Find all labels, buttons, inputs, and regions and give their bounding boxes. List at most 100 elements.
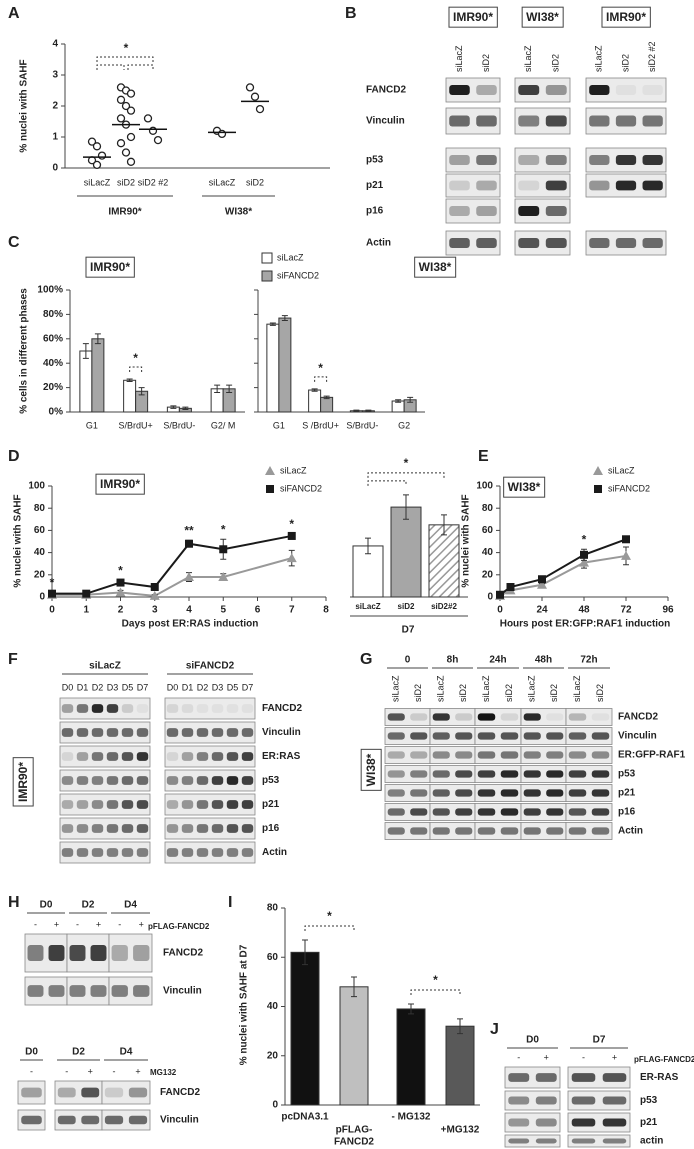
- x-tick-label: 4: [186, 605, 192, 616]
- blot-band: [181, 776, 194, 785]
- significance-bracket: [304, 925, 355, 932]
- lane-label: +: [54, 919, 59, 929]
- significance-bracket: [127, 64, 154, 70]
- blot-band: [615, 154, 637, 166]
- data-point: [255, 104, 265, 114]
- group-label: D4: [120, 1047, 133, 1058]
- blot-band: [166, 824, 179, 833]
- blot-band: [76, 704, 89, 713]
- data-point: [126, 132, 136, 142]
- blot-band: [136, 800, 149, 809]
- panel-letter: J: [490, 1021, 499, 1038]
- blot-band: [449, 154, 470, 166]
- blot-band: [136, 728, 149, 737]
- x-tick-label: siLacZ: [209, 177, 236, 187]
- blot-band: [91, 752, 104, 761]
- blot-band: [76, 776, 89, 785]
- group-label: D0: [25, 1047, 38, 1058]
- blot-band: [241, 824, 254, 833]
- blot-band: [500, 770, 519, 778]
- bar: [278, 317, 292, 413]
- blot-band: [602, 1138, 627, 1144]
- blot-strip: [59, 721, 151, 744]
- lane-label: D0: [62, 682, 74, 692]
- blot-band: [535, 1118, 557, 1127]
- blot-band: [500, 751, 519, 759]
- blot-band: [546, 732, 564, 740]
- blot-band: [196, 728, 209, 737]
- blot-band: [476, 237, 497, 249]
- blot-band: [455, 751, 473, 759]
- x-tick-label: siD2 #2: [138, 177, 169, 187]
- lane-label: siLacZ: [481, 675, 491, 702]
- panel-letter: D: [8, 448, 20, 465]
- blot-band: [642, 84, 663, 96]
- y-tick-label: 40%: [43, 358, 63, 369]
- data-point: [150, 583, 159, 592]
- blot-band: [226, 776, 239, 785]
- significance: *: [404, 456, 409, 470]
- blot-band: [196, 776, 209, 785]
- group-label: D2: [82, 900, 95, 911]
- y-tick-label: 60: [482, 525, 494, 536]
- error-bar: [311, 388, 318, 392]
- y-tick-label: 20: [482, 569, 494, 580]
- data-point: [116, 114, 126, 123]
- treatment-label: MG132: [150, 1068, 177, 1077]
- y-tick-label: 0: [39, 592, 45, 603]
- lane-label: +: [544, 1052, 549, 1062]
- blot-band: [106, 824, 119, 833]
- row-label: FANCD2: [618, 712, 658, 723]
- blot-band: [387, 827, 405, 835]
- group-label: 48h: [535, 655, 552, 666]
- y-axis-label: % cells in different phases: [19, 288, 30, 414]
- lane-label: -: [118, 919, 121, 929]
- blot-band: [211, 800, 224, 809]
- group-label: IMR90*: [108, 207, 141, 218]
- error-bar: [395, 399, 402, 403]
- y-tick-label: 60: [34, 525, 46, 536]
- y-tick-label: 0: [487, 592, 493, 603]
- lane-label: D2: [197, 682, 209, 692]
- data-point: [92, 160, 102, 170]
- blot-band: [196, 752, 209, 761]
- blot-band: [27, 945, 44, 961]
- blot-band: [91, 776, 104, 785]
- bar: [123, 379, 137, 413]
- bar: [266, 323, 280, 413]
- blot-band: [518, 237, 540, 249]
- legend-label: siLacZ: [280, 465, 307, 475]
- panel-letter: C: [8, 234, 20, 251]
- x-tick-label: 48: [578, 605, 590, 616]
- blot-strip: [567, 1066, 631, 1089]
- error-bar: [281, 315, 288, 321]
- blot-band: [568, 789, 587, 797]
- panel-letter: G: [360, 651, 372, 668]
- data-point: [185, 539, 193, 548]
- x-axis-label: Days post ER:RAS induction: [122, 619, 259, 630]
- y-tick-label: 80%: [43, 309, 63, 320]
- bar: [290, 951, 320, 1106]
- error-bar: [365, 537, 371, 555]
- legend-swatch: [261, 252, 273, 264]
- error-bar: [353, 409, 360, 412]
- y-axis-label: % nuclei with SAHF: [13, 494, 24, 587]
- significance: *: [433, 973, 438, 987]
- error-bar: [82, 343, 89, 359]
- blot-band: [518, 115, 540, 127]
- x-axis-label: D7: [402, 625, 415, 636]
- data-point: [115, 587, 126, 597]
- blot-band: [241, 776, 254, 785]
- blot-band: [241, 728, 254, 737]
- blot-band: [111, 985, 128, 997]
- y-tick-label: 40: [34, 547, 46, 558]
- blot-band: [523, 713, 541, 721]
- x-tick-label: 1: [83, 605, 89, 616]
- blot-band: [211, 752, 224, 761]
- blot-band: [61, 776, 74, 785]
- lane-label: siLacZ: [523, 45, 533, 72]
- significance-bracket: [410, 989, 461, 996]
- blot-band: [591, 751, 610, 759]
- lane-label: siD2: [595, 684, 605, 702]
- blot-strip: [565, 746, 613, 764]
